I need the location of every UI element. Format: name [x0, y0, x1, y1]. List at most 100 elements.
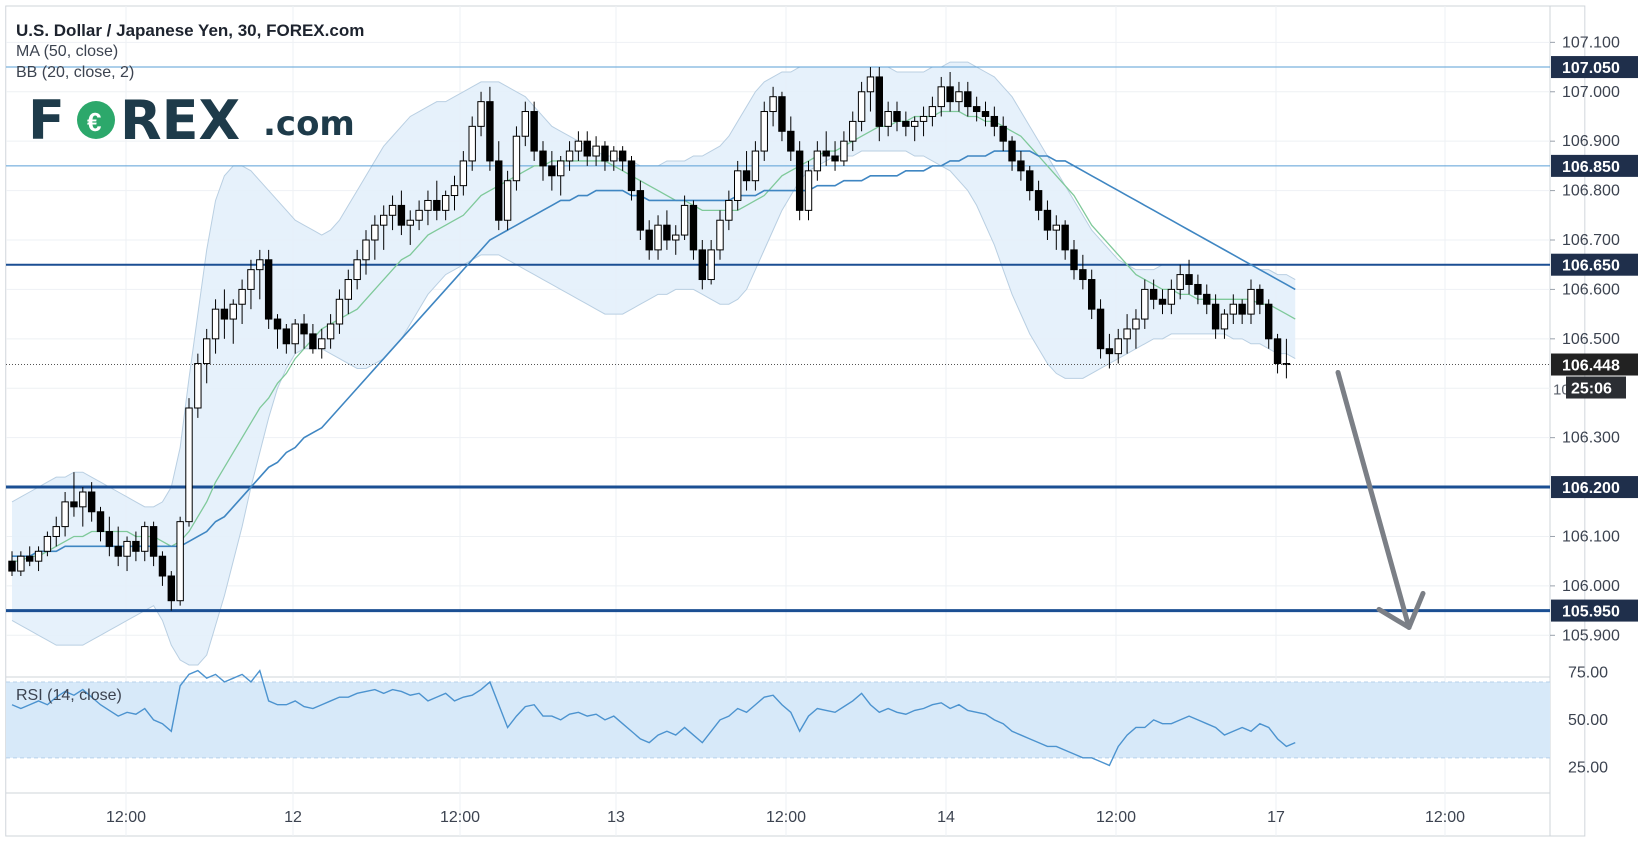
- candle-body: [1008, 140, 1016, 162]
- candle-body: [70, 501, 78, 508]
- candle-body: [778, 96, 786, 132]
- candle-body: [149, 526, 158, 557]
- current-price-text: 106.448: [1562, 358, 1620, 375]
- forecast-arrow-group: [1335, 369, 1426, 630]
- candle-body: [1220, 313, 1229, 330]
- candlesticks: [8, 67, 1291, 611]
- level-label-box: [1551, 253, 1638, 276]
- candle-body: [627, 160, 636, 192]
- candle-body: [1238, 303, 1246, 315]
- level-label-text: 106.850: [1562, 159, 1620, 176]
- candle-body: [663, 224, 671, 241]
- candle-body: [831, 155, 839, 162]
- candle-body: [1247, 288, 1255, 315]
- rsi-line: [11, 669, 1296, 767]
- time-tick-label: 12:00: [766, 809, 806, 826]
- candle-body: [990, 115, 999, 127]
- candle-body: [459, 160, 468, 187]
- candle-body: [220, 308, 229, 320]
- time-tick-label: 12:00: [1425, 809, 1465, 826]
- candle-body: [1265, 303, 1273, 340]
- candle-body: [618, 150, 627, 162]
- candle-body: [911, 120, 919, 127]
- candle-body: [787, 130, 795, 152]
- candle-body: [468, 125, 476, 162]
- bb-basis-line: [12, 110, 1296, 562]
- price-tick-label: 106.900: [1562, 133, 1620, 150]
- candle-body: [857, 91, 866, 122]
- candle-body: [433, 199, 441, 211]
- candle-body: [734, 170, 742, 201]
- candle-body: [79, 491, 87, 508]
- candle-body: [388, 204, 397, 216]
- price-tick-label: 107.100: [1562, 34, 1620, 51]
- time-tick-label: 12:00: [1096, 809, 1136, 826]
- rsi-tick-label: 75.00: [1568, 664, 1608, 681]
- candle-body: [751, 150, 760, 182]
- candle-body: [760, 111, 768, 152]
- candle-body: [565, 150, 574, 162]
- candle-body: [238, 288, 246, 305]
- price-tick-label: 106.100: [1562, 528, 1620, 545]
- level-label-text: 106.650: [1562, 258, 1620, 275]
- forecast-arrow: [1335, 369, 1412, 630]
- candle-body: [326, 323, 335, 340]
- price-tick-label: 106.500: [1562, 331, 1620, 348]
- candle-body: [849, 120, 857, 142]
- candle-body: [141, 526, 149, 552]
- candle-body: [1017, 160, 1025, 172]
- candle-body: [1061, 224, 1069, 251]
- level-label-text: 106.200: [1562, 480, 1620, 497]
- candle-body: [964, 91, 972, 108]
- candle-body: [919, 115, 928, 122]
- candle-body: [521, 111, 529, 137]
- candle-body: [539, 150, 547, 167]
- candle-body: [813, 150, 822, 172]
- candle-body: [893, 111, 901, 122]
- candle-body: [132, 540, 140, 552]
- candle-body: [716, 219, 724, 251]
- candle-body: [530, 111, 538, 152]
- candle-body: [344, 279, 353, 300]
- candle-body: [1026, 170, 1034, 192]
- candle-body: [999, 125, 1007, 142]
- level-label-box: [1551, 599, 1638, 622]
- rsi-legend-label: RSI (14, close): [16, 687, 122, 704]
- countdown-text: 25:06: [1571, 381, 1612, 398]
- candle-body: [937, 86, 945, 108]
- price-tick-label: 106.300: [1562, 430, 1620, 447]
- candle-body: [636, 190, 645, 231]
- candle-body: [229, 303, 237, 320]
- candle-body: [1070, 249, 1078, 271]
- candle-body: [87, 491, 96, 513]
- time-tick-label: 12: [284, 809, 302, 826]
- candle-body: [43, 535, 52, 552]
- candle-body: [946, 86, 954, 103]
- candle-body: [645, 229, 653, 251]
- bb-legend-label: BB (20, close, 2): [16, 64, 134, 81]
- candle-body: [707, 249, 715, 281]
- candle-body: [1052, 224, 1060, 231]
- time-tick-label: 14: [937, 809, 955, 826]
- price-tick-label: 106.800: [1562, 183, 1620, 200]
- candle-body: [884, 111, 892, 127]
- rsi-band-fill: [6, 681, 1550, 758]
- candle-body: [1203, 293, 1211, 305]
- rsi-panel: [6, 669, 1550, 767]
- candle-body: [114, 545, 122, 557]
- candle-body: [318, 338, 326, 350]
- forex-logo: F € REX .com: [28, 89, 355, 152]
- candle-body: [1088, 279, 1096, 310]
- time-tick-label: 13: [607, 809, 625, 826]
- candle-body: [158, 555, 167, 577]
- candle-body: [424, 199, 432, 211]
- candle-body: [902, 120, 910, 127]
- time-tick-label: 12:00: [440, 809, 480, 826]
- candle-body: [1194, 283, 1202, 295]
- candle-body: [247, 269, 255, 290]
- candle-body: [185, 407, 193, 523]
- candle-body: [8, 560, 16, 572]
- candle-body: [477, 101, 485, 127]
